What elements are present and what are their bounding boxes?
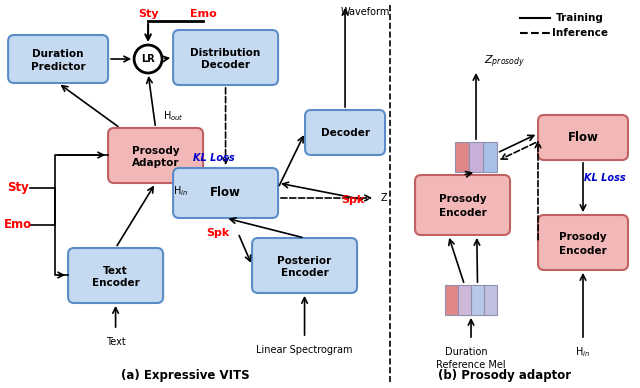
Text: Training: Training (556, 13, 604, 23)
Text: Text: Text (106, 337, 125, 347)
FancyBboxPatch shape (173, 168, 278, 218)
Circle shape (134, 45, 162, 73)
Text: (a) Expressive VITS: (a) Expressive VITS (121, 369, 250, 381)
Text: $Z_{prosody}$: $Z_{prosody}$ (484, 54, 525, 70)
Text: Linear Spectrogram: Linear Spectrogram (256, 345, 353, 355)
Text: Duration: Duration (33, 49, 84, 59)
FancyBboxPatch shape (305, 110, 385, 155)
Text: LR: LR (141, 54, 155, 64)
Text: Predictor: Predictor (31, 62, 85, 72)
Text: Inference: Inference (552, 28, 608, 38)
FancyBboxPatch shape (455, 142, 469, 172)
Text: Emo: Emo (4, 218, 32, 232)
FancyBboxPatch shape (469, 142, 483, 172)
Text: Flow: Flow (568, 131, 598, 144)
Text: Encoder: Encoder (281, 268, 328, 279)
Text: Distribution: Distribution (191, 47, 260, 57)
Text: Adaptor: Adaptor (132, 159, 179, 168)
Text: Reference Mel: Reference Mel (436, 360, 506, 370)
Text: Encoder: Encoder (559, 246, 607, 256)
FancyBboxPatch shape (471, 285, 484, 315)
FancyBboxPatch shape (538, 215, 628, 270)
Text: Prosody: Prosody (132, 146, 179, 156)
FancyBboxPatch shape (538, 115, 628, 160)
FancyBboxPatch shape (173, 30, 278, 85)
FancyBboxPatch shape (252, 238, 357, 293)
Text: H$_{in}$: H$_{in}$ (173, 184, 188, 198)
Text: (b) Prosody adaptor: (b) Prosody adaptor (438, 369, 572, 381)
Text: Spk: Spk (207, 228, 230, 238)
FancyBboxPatch shape (415, 175, 510, 235)
Text: KL Loss: KL Loss (584, 173, 626, 183)
Text: Encoder: Encoder (438, 208, 486, 218)
Text: Waveform: Waveform (340, 7, 390, 17)
Text: H$_{out}$: H$_{out}$ (163, 109, 184, 123)
Text: Prosody: Prosody (438, 194, 486, 204)
FancyBboxPatch shape (68, 248, 163, 303)
Text: H$_{in}$: H$_{in}$ (575, 345, 591, 359)
FancyBboxPatch shape (108, 128, 203, 183)
Text: Duration: Duration (445, 347, 487, 357)
FancyBboxPatch shape (8, 35, 108, 83)
Text: Sty: Sty (138, 9, 158, 19)
Text: Flow: Flow (210, 187, 241, 199)
Text: Z: Z (381, 193, 388, 203)
Text: Prosody: Prosody (559, 232, 607, 241)
FancyBboxPatch shape (445, 285, 458, 315)
Text: Sty: Sty (7, 182, 29, 194)
Text: Decoder: Decoder (201, 61, 250, 71)
Text: KL Loss: KL Loss (193, 153, 234, 163)
FancyBboxPatch shape (484, 285, 497, 315)
Text: Posterior: Posterior (277, 256, 332, 265)
FancyBboxPatch shape (458, 285, 471, 315)
Text: Spk: Spk (341, 195, 365, 205)
FancyBboxPatch shape (483, 142, 497, 172)
Text: Text: Text (103, 265, 128, 275)
Text: Emo: Emo (189, 9, 216, 19)
Text: Decoder: Decoder (321, 128, 369, 137)
Text: Encoder: Encoder (92, 279, 140, 289)
